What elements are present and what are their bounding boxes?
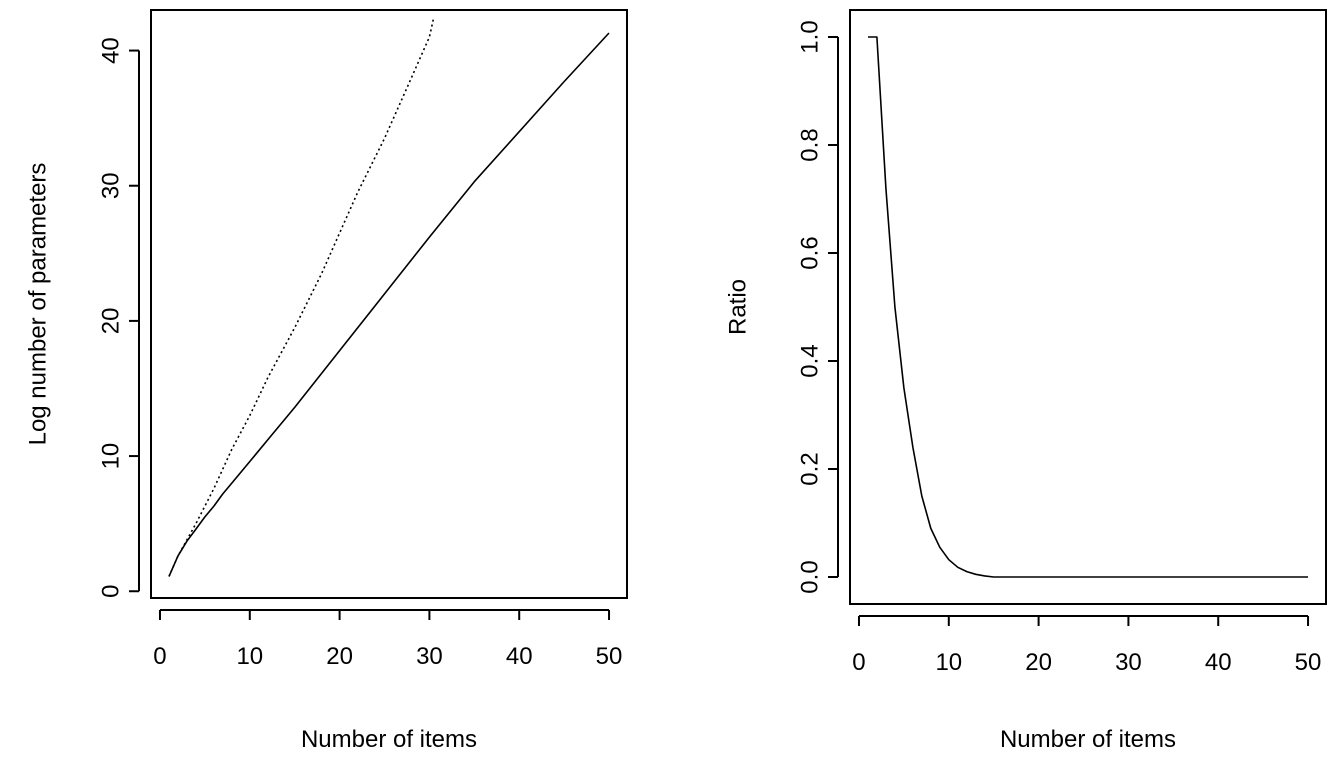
y-tick-label: 1.0 xyxy=(797,20,824,53)
y-tick-label: 10 xyxy=(98,443,125,470)
y-axis-title: Log number of parameters xyxy=(25,163,52,446)
series-line-dotted xyxy=(168,16,435,577)
x-tick-label: 30 xyxy=(1115,649,1142,676)
y-tick-label: 40 xyxy=(98,37,125,64)
series-line-solid xyxy=(868,36,1308,578)
x-tick-label: 0 xyxy=(153,643,166,670)
right-panel-ratio: 0 10 20 30 40 50 0.0 0.2 0.4 0.6 0.8 1.0 Number of i… xyxy=(725,9,1327,753)
x-axis-title: Number of items xyxy=(301,726,477,753)
x-tick-label: 20 xyxy=(326,643,353,670)
y-tick-label: 0 xyxy=(98,585,125,598)
x-tick-label: 50 xyxy=(1295,649,1322,676)
series-line-solid xyxy=(168,32,610,577)
y-tick-label: 0.2 xyxy=(797,452,824,485)
y-axis-title: Ratio xyxy=(725,279,752,335)
x-tick-label: 10 xyxy=(935,649,962,676)
y-tick-label: 0.4 xyxy=(797,344,824,377)
y-tick-label: 20 xyxy=(98,308,125,335)
y-tick-label: 0.0 xyxy=(797,560,824,593)
y-tick-label: 30 xyxy=(98,172,125,199)
left-panel-log-parameters: 0 10 20 30 40 50 0 10 20 30 40 Number of items Log n… xyxy=(25,9,628,753)
plot-frame xyxy=(849,9,1327,605)
x-tick-label: 30 xyxy=(416,643,443,670)
x-tick-label: 40 xyxy=(506,643,533,670)
x-axis-title: Number of items xyxy=(1000,726,1176,753)
x-tick-label: 10 xyxy=(236,643,263,670)
y-tick-label: 0.6 xyxy=(797,236,824,269)
x-tick-label: 20 xyxy=(1025,649,1052,676)
x-tick-label: 40 xyxy=(1205,649,1232,676)
y-tick-label: 0.8 xyxy=(797,128,824,161)
x-tick-label: 0 xyxy=(852,649,865,676)
x-tick-label: 50 xyxy=(596,643,623,670)
plot-frame xyxy=(150,9,628,599)
